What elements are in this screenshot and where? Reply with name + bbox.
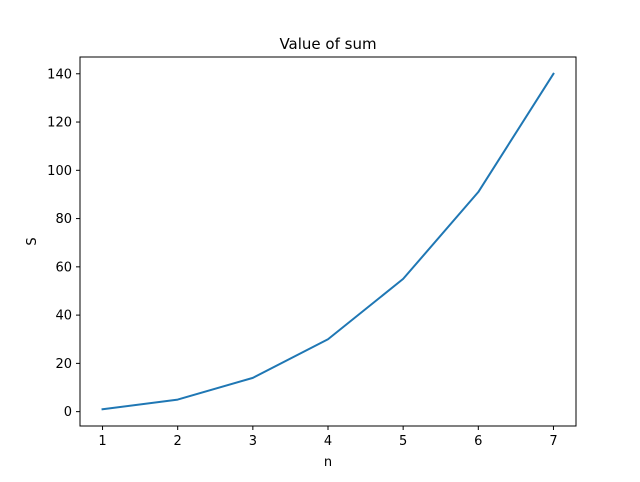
x-tick-label: 6	[474, 434, 482, 449]
x-tick-label: 3	[249, 434, 257, 449]
chart-title: Value of sum	[279, 35, 376, 53]
y-tick-label: 0	[64, 405, 72, 420]
y-tick-label: 100	[47, 164, 72, 179]
x-tick-label: 7	[549, 434, 557, 449]
x-tick-label: 4	[324, 434, 332, 449]
y-tick-label: 120	[47, 116, 72, 131]
y-axis-label: S	[25, 237, 40, 245]
y-tick-label: 20	[55, 357, 72, 372]
y-tick-label: 80	[55, 212, 72, 227]
x-axis-label: n	[324, 455, 332, 470]
y-tick-label: 140	[47, 67, 72, 82]
y-tick-label: 40	[55, 309, 72, 324]
plot-area	[80, 57, 576, 426]
x-tick-label: 5	[399, 434, 407, 449]
x-tick-label: 2	[174, 434, 182, 449]
x-tick-label: 1	[98, 434, 106, 449]
y-tick-label: 60	[55, 260, 72, 275]
